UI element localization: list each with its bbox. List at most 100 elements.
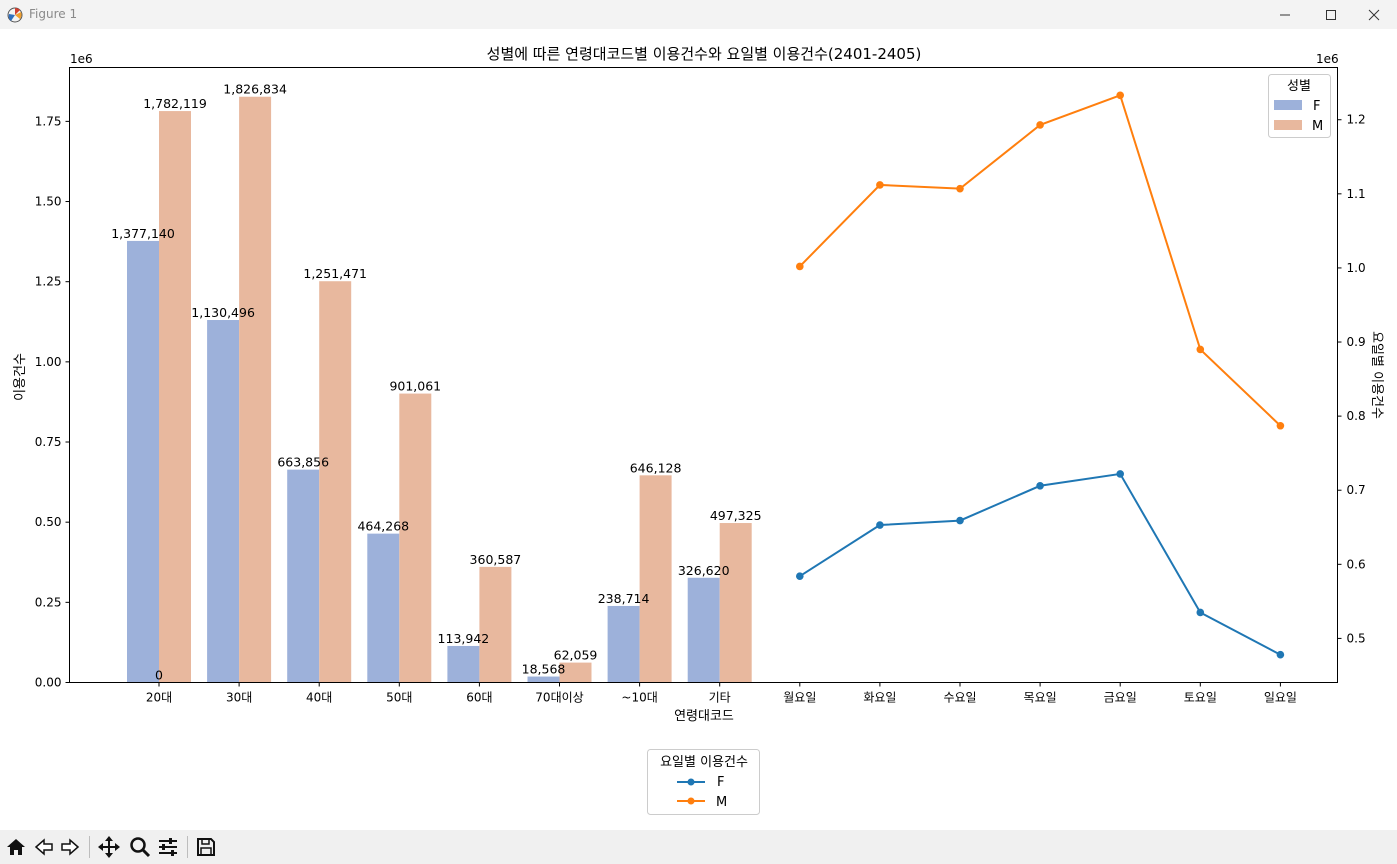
forward-arrow-icon bbox=[61, 838, 80, 856]
home-icon bbox=[7, 839, 25, 855]
line-marker-f bbox=[1116, 470, 1124, 478]
y-tick-label: 0.25 bbox=[35, 595, 62, 609]
bar-value-label: 646,128 bbox=[630, 460, 682, 475]
configure-subplots-icon bbox=[159, 838, 177, 856]
x-tick-label: ~10대 bbox=[621, 691, 657, 705]
line-m bbox=[799, 93, 1282, 427]
x-tick-label: 수요일 bbox=[943, 691, 976, 705]
forward-button[interactable] bbox=[57, 834, 83, 860]
x-tick-label: 화요일 bbox=[863, 691, 896, 705]
window-title: Figure 1 bbox=[29, 7, 78, 21]
bar-value-label: 1,782,119 bbox=[143, 96, 207, 111]
legend-weekday-label-f: F bbox=[717, 775, 724, 790]
x-tick-label: 월요일 bbox=[783, 691, 816, 705]
y2-axis-label: 요일별 이용건수 bbox=[1369, 331, 1384, 419]
line-marker-f bbox=[1036, 481, 1044, 490]
pan-icon bbox=[98, 836, 120, 858]
close-button[interactable] bbox=[1351, 0, 1397, 29]
line-marker-f bbox=[1196, 608, 1205, 617]
bars-layer bbox=[127, 96, 752, 683]
window-titlebar: Figure 1 bbox=[0, 0, 1397, 29]
matplotlib-app-icon bbox=[7, 7, 23, 23]
legend-weekday-label-m: M bbox=[716, 795, 727, 810]
x-tick-label: 60대 bbox=[466, 691, 492, 705]
y-tick-label: 1.75 bbox=[35, 114, 62, 128]
y-tick-label: 1.25 bbox=[35, 275, 62, 289]
minimize-icon bbox=[1280, 14, 1290, 15]
bar-value-label: 1,251,471 bbox=[303, 266, 367, 281]
y-tick-label: 0.75 bbox=[35, 435, 62, 449]
legend-weekday-marker-f bbox=[687, 778, 695, 786]
bar-value-label: 18,568 bbox=[522, 662, 566, 677]
zoom-button[interactable] bbox=[127, 834, 153, 860]
bar-m bbox=[239, 96, 272, 683]
y-tick-label: 1.00 bbox=[35, 355, 62, 369]
bar-m bbox=[319, 281, 352, 683]
legend-gender-label-f: F bbox=[1313, 99, 1320, 114]
bar-m bbox=[639, 475, 672, 683]
navigation-toolbar bbox=[0, 830, 1397, 864]
lines-layer bbox=[796, 91, 1285, 659]
chart: 0.000.250.500.751.001.251.501.75 0.50.60… bbox=[13, 45, 1384, 815]
legend-gender-swatch-f bbox=[1274, 100, 1302, 110]
figure-canvas: 0.00 0.25 0.50 0.75 1.00 1.25 1.50 1.75 0.5 0.6 0… bbox=[0, 29, 1397, 830]
bar-value-labels: 1,377,140 1,130,496 663,856 464,268 113,942 1… bbox=[111, 82, 761, 683]
x-tick-label: 금요일 bbox=[1104, 691, 1137, 705]
legend-weekday: 요일별 이용건수 F M bbox=[647, 749, 760, 815]
bar-value-label: 497,325 bbox=[710, 508, 762, 523]
y-tick-label: 0.00 bbox=[35, 676, 62, 690]
x-tick-label: 일요일 bbox=[1264, 691, 1297, 705]
line-marker-f bbox=[1276, 650, 1285, 659]
configure-subplots-button[interactable] bbox=[155, 834, 181, 860]
bar-m bbox=[479, 566, 512, 683]
bar-m bbox=[399, 393, 432, 683]
y2-tick-label: 1.1 bbox=[1347, 187, 1366, 201]
save-button[interactable] bbox=[193, 834, 219, 860]
y-tick-label: 0.50 bbox=[35, 515, 62, 529]
bar-f bbox=[687, 577, 720, 683]
maximize-button[interactable] bbox=[1308, 0, 1354, 29]
bar-value-label: 1,826,834 bbox=[223, 82, 287, 97]
toolbar-separator bbox=[89, 836, 90, 858]
pan-button[interactable] bbox=[96, 834, 122, 860]
home-button[interactable] bbox=[3, 834, 29, 860]
bar-value-label: 0 bbox=[155, 668, 163, 683]
legend-weekday-title: 요일별 이용건수 bbox=[660, 755, 748, 770]
legend-gender-label-m: M bbox=[1312, 119, 1323, 134]
minimize-button[interactable] bbox=[1262, 0, 1308, 29]
y2-tick-label: 0.9 bbox=[1347, 335, 1366, 349]
back-arrow-icon bbox=[34, 838, 53, 856]
legend-gender-title: 성별 bbox=[1287, 79, 1311, 94]
line-marker-f bbox=[796, 572, 804, 580]
bar-m bbox=[159, 111, 191, 683]
y-axis-label: 이용건수 bbox=[13, 353, 28, 401]
x-tick-label: 20대 bbox=[146, 691, 172, 705]
y-axis: 0.00 0.25 0.50 0.75 1.00 1.25 1.50 1.75 bbox=[35, 114, 70, 690]
bar-value-label: 663,856 bbox=[277, 455, 329, 470]
line-f bbox=[799, 472, 1281, 656]
y2-tick-label: 0.6 bbox=[1347, 557, 1366, 571]
legend-weekday-marker-m bbox=[687, 797, 695, 805]
legend-gender-swatch-m bbox=[1274, 120, 1302, 130]
x-tick-label: 40대 bbox=[306, 691, 332, 705]
line-marker-m bbox=[1116, 91, 1124, 100]
y2-tick-label: 0.7 bbox=[1347, 483, 1366, 497]
bar-f bbox=[207, 320, 240, 683]
line-marker-f bbox=[876, 521, 884, 529]
toolbar-separator bbox=[187, 836, 188, 858]
bar-value-label: 1,130,496 bbox=[191, 305, 255, 320]
y-offset-text: 1e6 bbox=[70, 52, 93, 66]
y2-tick-label: 1.2 bbox=[1347, 113, 1366, 127]
legend-gender: 성별 F M bbox=[1268, 74, 1331, 138]
bar-value-label: 326,620 bbox=[678, 563, 730, 578]
line-marker-m bbox=[1036, 121, 1044, 129]
y2-axis: 0.5 0.6 0.7 0.8 0.9 1.0 1.1 1.2 bbox=[1337, 113, 1366, 645]
y2-offset-text: 1e6 bbox=[1316, 52, 1339, 66]
x-tick-label: 기타 bbox=[709, 691, 731, 705]
line-marker-m bbox=[796, 262, 804, 271]
back-button[interactable] bbox=[31, 834, 57, 860]
bar-m bbox=[719, 523, 752, 683]
close-icon bbox=[1368, 9, 1380, 20]
plot-frame bbox=[69, 67, 1338, 683]
x-tick-label: 목요일 bbox=[1024, 691, 1057, 705]
